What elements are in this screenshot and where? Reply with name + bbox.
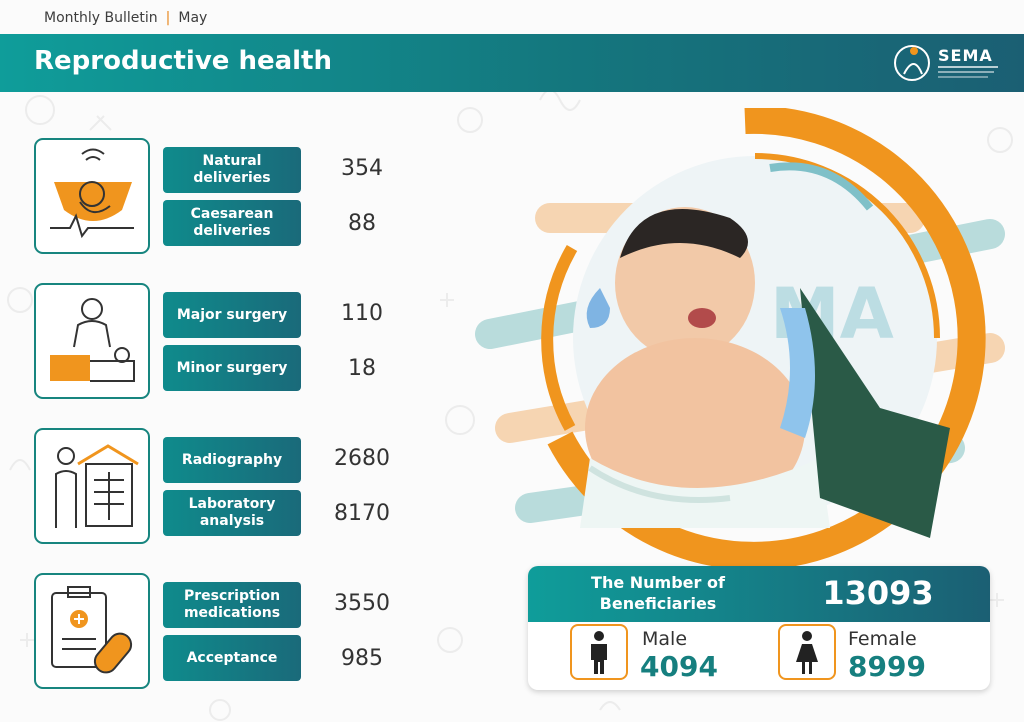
sema-logo-icon	[894, 45, 930, 81]
laboratory-analysis-label: Laboratory analysis	[163, 490, 301, 536]
minor-surgery-value: 18	[348, 356, 376, 381]
newborn-photo: MA	[475, 108, 1005, 568]
radiography-icon-box	[34, 428, 150, 544]
male-value: 4094	[640, 650, 718, 683]
radiography-icon	[55, 444, 139, 528]
minor-surgery-label: Minor surgery	[163, 345, 301, 391]
sema-logo: SEMA	[890, 40, 998, 86]
acceptance-value: 985	[341, 646, 383, 671]
beneficiaries-total: 13093	[822, 574, 934, 612]
caesarean-deliveries-value: 88	[348, 211, 376, 236]
laboratory-analysis-value: 8170	[334, 501, 390, 526]
title-banner: Reproductive health SEMA	[0, 34, 1024, 92]
radiography-label: Radiography	[163, 437, 301, 483]
female-icon-box	[778, 624, 836, 680]
female-value: 8999	[848, 650, 926, 683]
male-icon-box	[570, 624, 628, 680]
prescription-icon-box	[34, 573, 150, 689]
acceptance-label: Acceptance	[163, 635, 301, 681]
bulletin-label: Monthly Bulletin	[44, 10, 158, 26]
radiography-group: Radiography 2680 Laboratory analysis 817…	[34, 428, 434, 544]
deliveries-group: Natural deliveries 354 Caesarean deliver…	[34, 138, 434, 254]
natural-deliveries-value: 354	[341, 156, 383, 181]
beneficiaries-header: The Number of Beneficiaries 13093	[528, 566, 990, 622]
prescription-medications-value: 3550	[334, 591, 390, 616]
beneficiaries-label: The Number of Beneficiaries	[591, 573, 725, 613]
logo-text: SEMA	[938, 46, 993, 65]
beneficiaries-panel: The Number of Beneficiaries 13093 Male 4…	[528, 566, 990, 690]
prescription-icon	[51, 586, 133, 674]
deliveries-icon-box	[34, 138, 150, 254]
prescription-group: Prescription medications 3550 Acceptance…	[34, 573, 434, 689]
male-icon	[591, 631, 607, 674]
prescription-medications-label: Prescription medications	[163, 582, 301, 628]
female-label: Female	[848, 628, 917, 650]
major-surgery-value: 110	[341, 301, 383, 326]
female-icon	[796, 631, 818, 674]
major-surgery-label: Major surgery	[163, 292, 301, 338]
bulletin-line: Monthly Bulletin | May	[44, 10, 208, 26]
surgery-icon	[50, 298, 135, 382]
ultrasound-icon	[50, 148, 134, 239]
radiography-value: 2680	[334, 446, 390, 471]
surgery-icon-box	[34, 283, 150, 399]
caesarean-deliveries-label: Caesarean deliveries	[163, 200, 301, 246]
bulletin-month: May	[178, 10, 208, 26]
male-label: Male	[642, 628, 688, 650]
page-title: Reproductive health	[34, 46, 332, 76]
surgery-group: Major surgery 110 Minor surgery 18	[34, 283, 434, 399]
natural-deliveries-label: Natural deliveries	[163, 147, 301, 193]
